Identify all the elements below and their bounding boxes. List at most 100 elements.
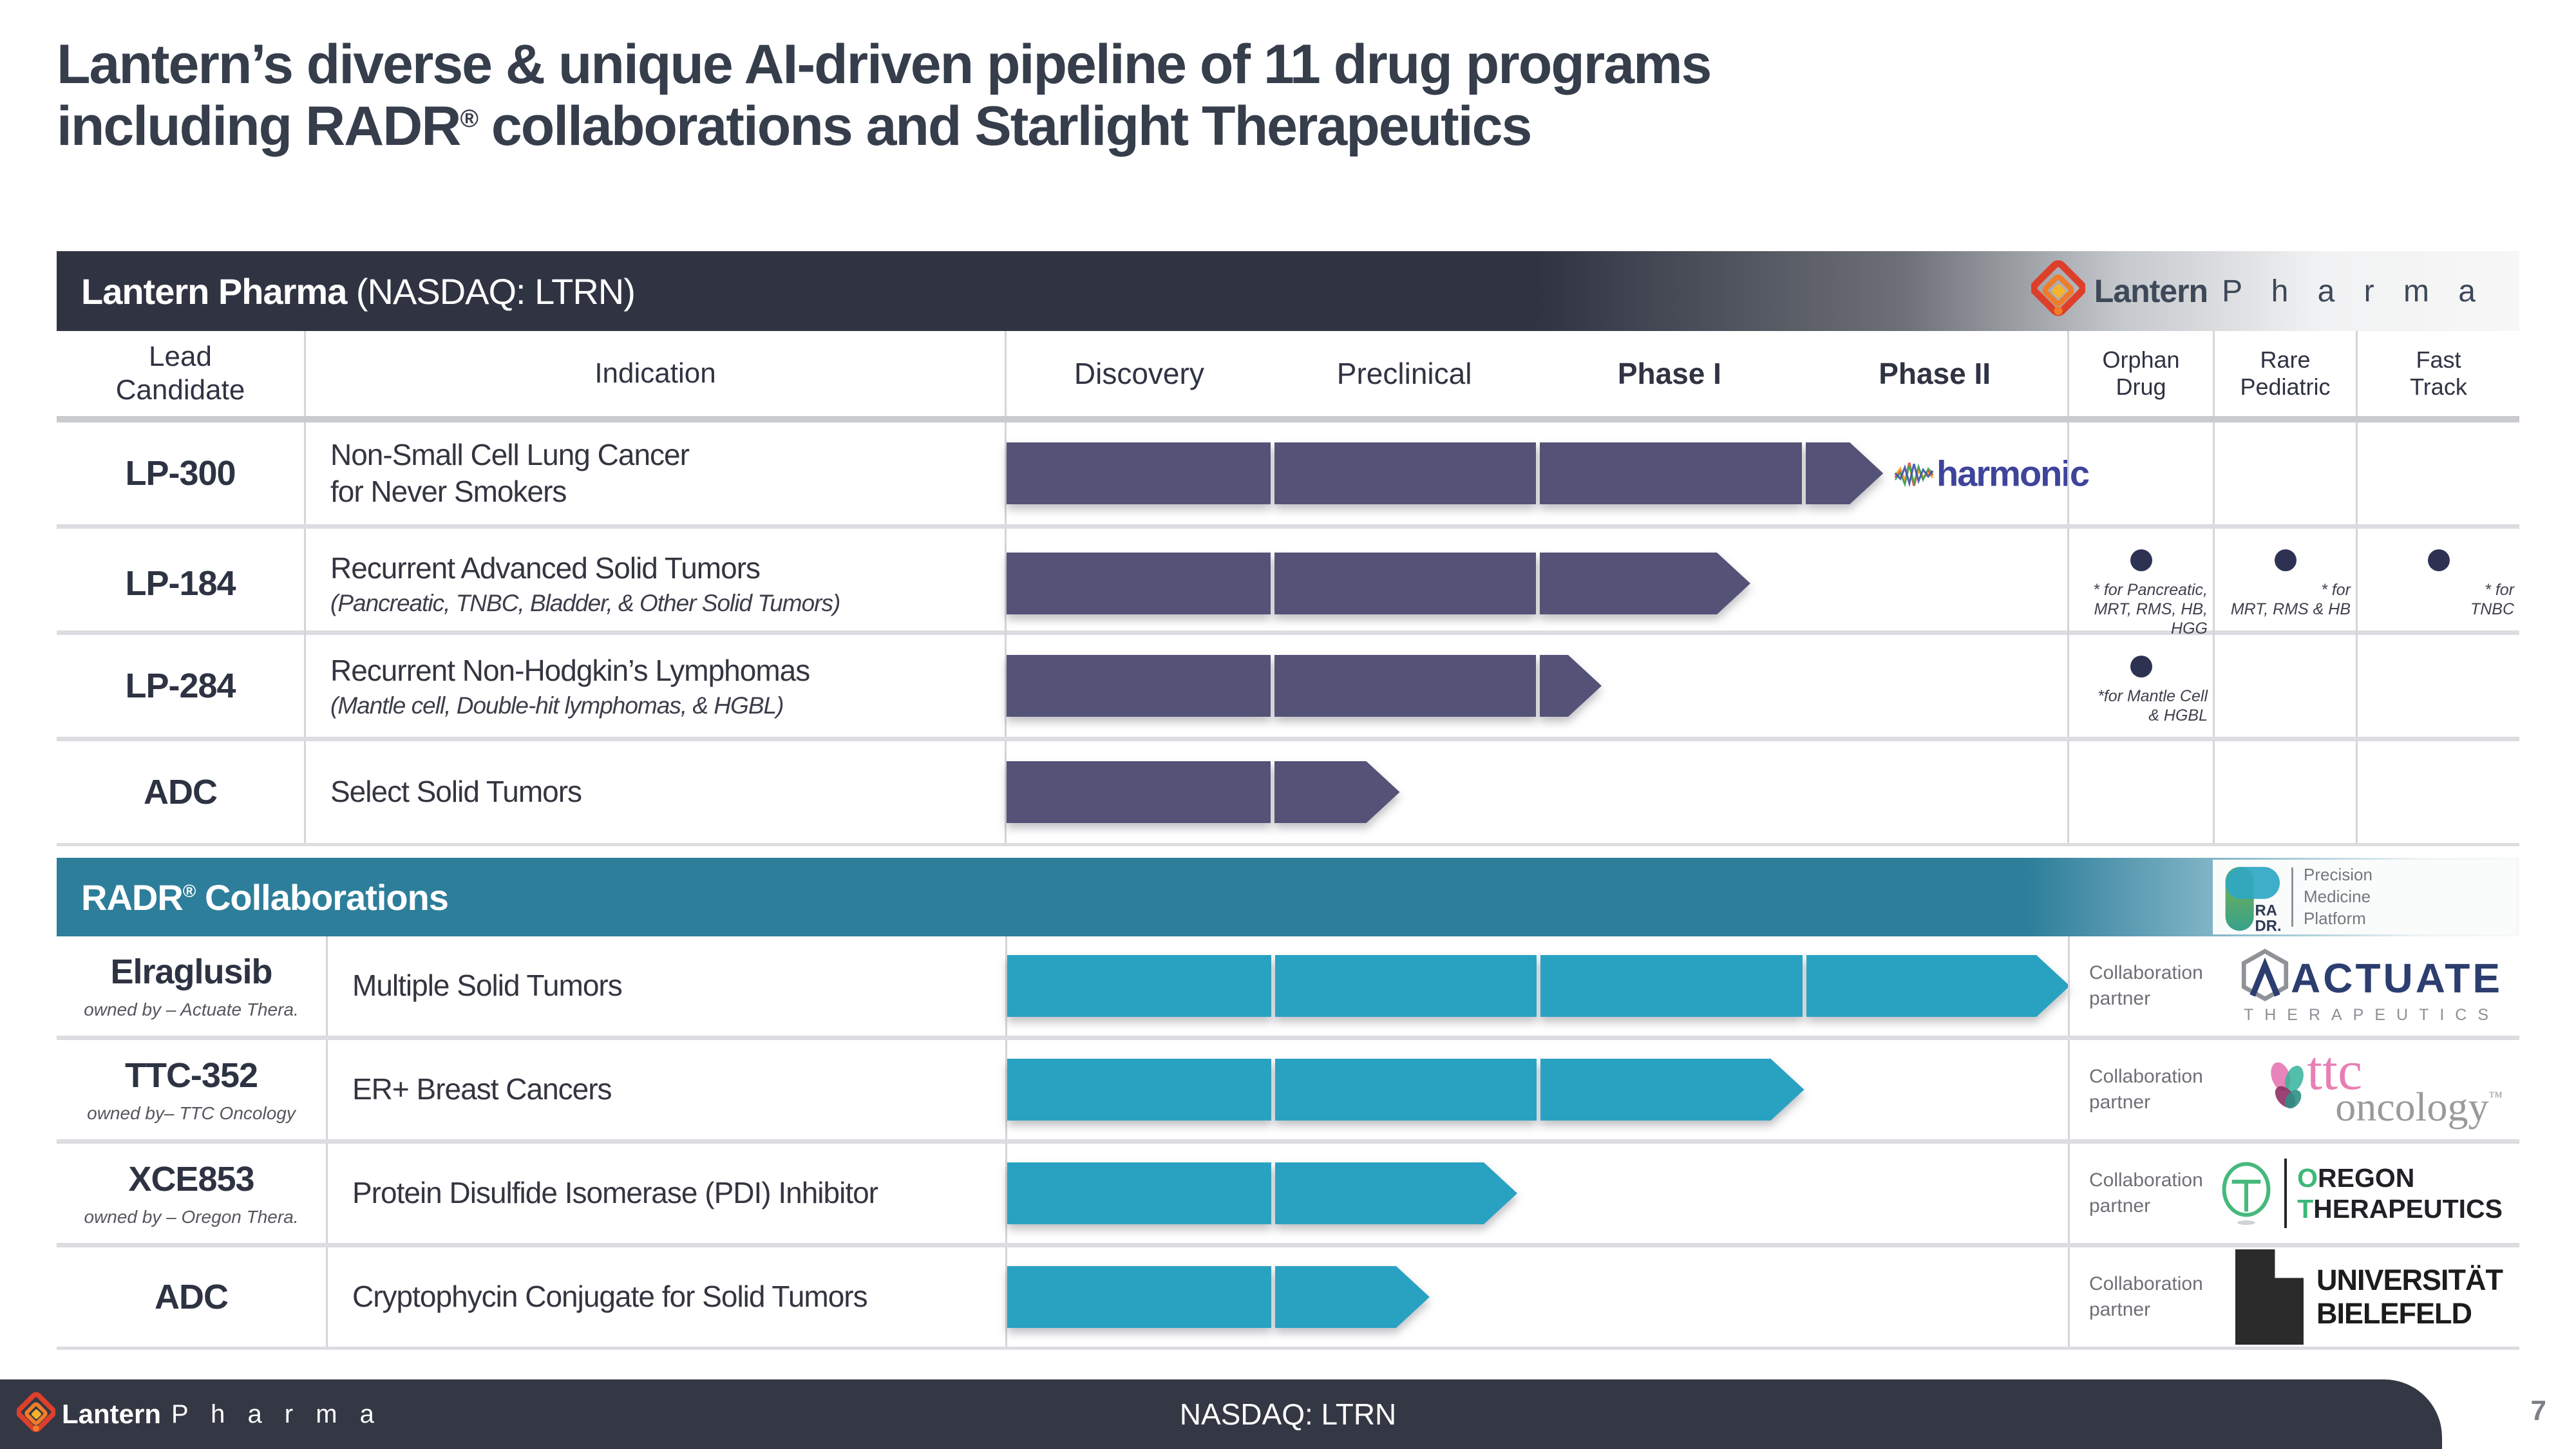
candidate-name: Elraglusib — [110, 952, 272, 991]
stage-phase-2: Phase II — [1879, 357, 1991, 390]
ttc-wordmark: ttc — [2307, 1039, 2363, 1101]
orphan-note: *for Mantle Cell & HGBL — [2098, 687, 2208, 724]
lantern-pipeline-table: Lantern Pharma (NASDAQ: LTRN) Lantern P h… — [57, 251, 2519, 846]
bar-segment — [1274, 955, 1537, 1017]
phase-track — [1005, 1144, 2068, 1243]
bar-arrow — [1275, 1162, 1518, 1224]
phase-track — [1005, 936, 2068, 1036]
owned-by: owned by– TTC Oncology — [87, 1103, 296, 1123]
candidate-name: ADC — [144, 773, 218, 811]
page-title: Lantern’s diverse & unique AI-driven pip… — [57, 33, 1712, 158]
orphan-drug-dot — [2130, 656, 2152, 677]
table-row-adc-radr: ADC Cryptophycin Conjugate for Solid Tum… — [57, 1243, 2519, 1347]
title-line-2: including RADR® collaborations and Starl… — [57, 95, 1532, 158]
bar-arrow — [1275, 1266, 1430, 1328]
table-row-ttc352: TTC-352 owned by– TTC Oncology ER+ Breas… — [57, 1036, 2519, 1139]
table-row-lp284: LP-284 Recurrent Non-Hodgkin’s Lymphomas… — [57, 630, 2519, 737]
indication-text: Select Solid Tumors — [330, 775, 582, 809]
harmonic-logo-text: harmonic — [1937, 453, 2090, 494]
collaboration-partner-label: Collaboration partner — [2089, 961, 2203, 1010]
indication-subtext: (Pancreatic, TNBC, Bladder, & Other Soli… — [330, 589, 840, 616]
candidate-name: LP-184 — [125, 564, 236, 603]
actuate-therapeutics-logo: ACTUATE THERAPEUTICS — [2240, 948, 2503, 1025]
indication-text: ER+ Breast Cancers — [352, 1072, 612, 1106]
phase-track — [1005, 1040, 2068, 1139]
col-stages: Discovery Preclinical Phase I Phase II — [1005, 331, 2067, 416]
table-row-xce853: XCE853 owned by – Oregon Thera. Protein … — [57, 1139, 2519, 1243]
brand-name-light: P h a r m a — [2222, 274, 2486, 308]
candidate-name: XCE853 — [128, 1160, 254, 1198]
title-line-1: Lantern’s diverse & unique AI-driven pip… — [57, 33, 1712, 95]
pipeline-bar — [1007, 635, 2067, 737]
table-row-lp300: LP-300 Non-Small Cell Lung Cancer for Ne… — [57, 422, 2519, 524]
owned-by: owned by – Oregon Thera. — [84, 1207, 299, 1227]
fast-track-dot — [2427, 549, 2450, 571]
radr-section-header: RADR® Collaborations RA DR. Precision Me… — [57, 858, 2519, 936]
bar-segment — [1274, 1059, 1537, 1121]
pipeline-bar — [1007, 741, 2067, 843]
indication-text: Recurrent Advanced Solid Tumors — [330, 551, 761, 585]
trademark-mark: ™ — [2488, 1088, 2503, 1105]
therapeutics-wordmark: THERAPEUTICS — [2243, 1005, 2500, 1024]
oregon-seal-icon — [2222, 1162, 2271, 1226]
radr-glyph-text-1: RA — [2255, 902, 2277, 919]
section-title: Lantern Pharma (NASDAQ: LTRN) — [81, 270, 636, 312]
bar-segment — [1007, 1059, 1271, 1121]
bar-segment — [1007, 553, 1271, 614]
phase-track — [1005, 1247, 2068, 1347]
radr-glyph-icon: RA DR. — [2225, 867, 2281, 933]
bar-arrow — [1806, 442, 1884, 504]
radr-rows: Elraglusib owned by – Actuate Thera. Mul… — [57, 936, 2519, 1350]
actuate-wordmark: ACTUATE — [2291, 954, 2503, 1001]
phase-track: harmonic — [1005, 422, 2090, 524]
universitat-bielefeld-logo: UNIVERSITÄT BIELEFELD — [2235, 1249, 2503, 1345]
bar-segment — [1007, 442, 1271, 504]
lantern-pharma-logo: Lantern P h a r m a — [2031, 260, 2486, 322]
ttc-flower-icon — [2271, 1062, 2304, 1109]
bar-arrow — [1274, 761, 1400, 823]
candidate-name: LP-284 — [125, 667, 236, 705]
col-indication: Indication — [304, 331, 1005, 416]
registered-mark: ® — [460, 105, 478, 133]
registered-mark: ® — [182, 880, 196, 901]
indication-text: Multiple Solid Tumors — [352, 969, 623, 1003]
bar-segment — [1007, 761, 1271, 823]
fast-note: * for TNBC — [2470, 581, 2514, 618]
collaboration-partner-label: Collaboration partner — [2089, 1273, 2203, 1321]
bar-segment — [1274, 655, 1536, 717]
collaboration-partner-label: Collaboration partner — [2089, 1169, 2203, 1217]
candidate-name: ADC — [155, 1278, 229, 1316]
brand-name-light: P h a r m a — [171, 1399, 382, 1428]
rare-pediatric-dot — [2274, 549, 2297, 571]
bar-segment — [1540, 955, 1803, 1017]
brand-name-bold: Lantern — [62, 1399, 162, 1429]
stage-discovery: Discovery — [1074, 357, 1204, 390]
phase-track — [1005, 529, 2067, 638]
oncology-wordmark: oncology™ — [2335, 1084, 2503, 1130]
phase-track — [1005, 741, 2067, 843]
logo-divider — [2284, 1159, 2287, 1228]
col-orphan-drug: Orphan Drug — [2067, 331, 2213, 416]
logo-divider — [2291, 867, 2293, 927]
lantern-flame-icon — [17, 1392, 55, 1432]
ttc-oncology-logo: ttc oncology™ — [2259, 1043, 2503, 1132]
candidate-name: TTC-352 — [124, 1056, 258, 1095]
radr-glyph-text-2: DR. — [2255, 917, 2281, 933]
stage-phase-1: Phase I — [1617, 357, 1721, 390]
pipeline-bar — [1007, 1040, 2068, 1139]
oregon-therapeutics-logo: OREGON THERAPEUTICS — [2219, 1158, 2503, 1229]
pipeline-bar — [1007, 1247, 2068, 1347]
radr-collaborations-table: RADR® Collaborations RA DR. Precision Me… — [57, 858, 2519, 1350]
indication-text: Non-Small Cell Lung Cancer for Never Smo… — [330, 437, 690, 509]
col-fast-track: Fast Track — [2356, 331, 2519, 416]
bar-segment — [1007, 1266, 1271, 1328]
rare-note: * for MRT, RMS & HB — [2230, 581, 2351, 618]
candidate-name: LP-300 — [125, 454, 236, 493]
owned-by: owned by – Actuate Thera. — [84, 999, 299, 1019]
indication-text: Recurrent Non-Hodgkin’s Lymphomas — [330, 654, 810, 688]
lantern-pharma-footer-logo: Lantern P h a r m a — [0, 1392, 382, 1437]
pipeline-rows: LP-300 Non-Small Cell Lung Cancer for Ne… — [57, 422, 2519, 846]
bar-segment — [1274, 442, 1536, 504]
col-rare-pediatric: Rare Pediatric — [2213, 331, 2356, 416]
